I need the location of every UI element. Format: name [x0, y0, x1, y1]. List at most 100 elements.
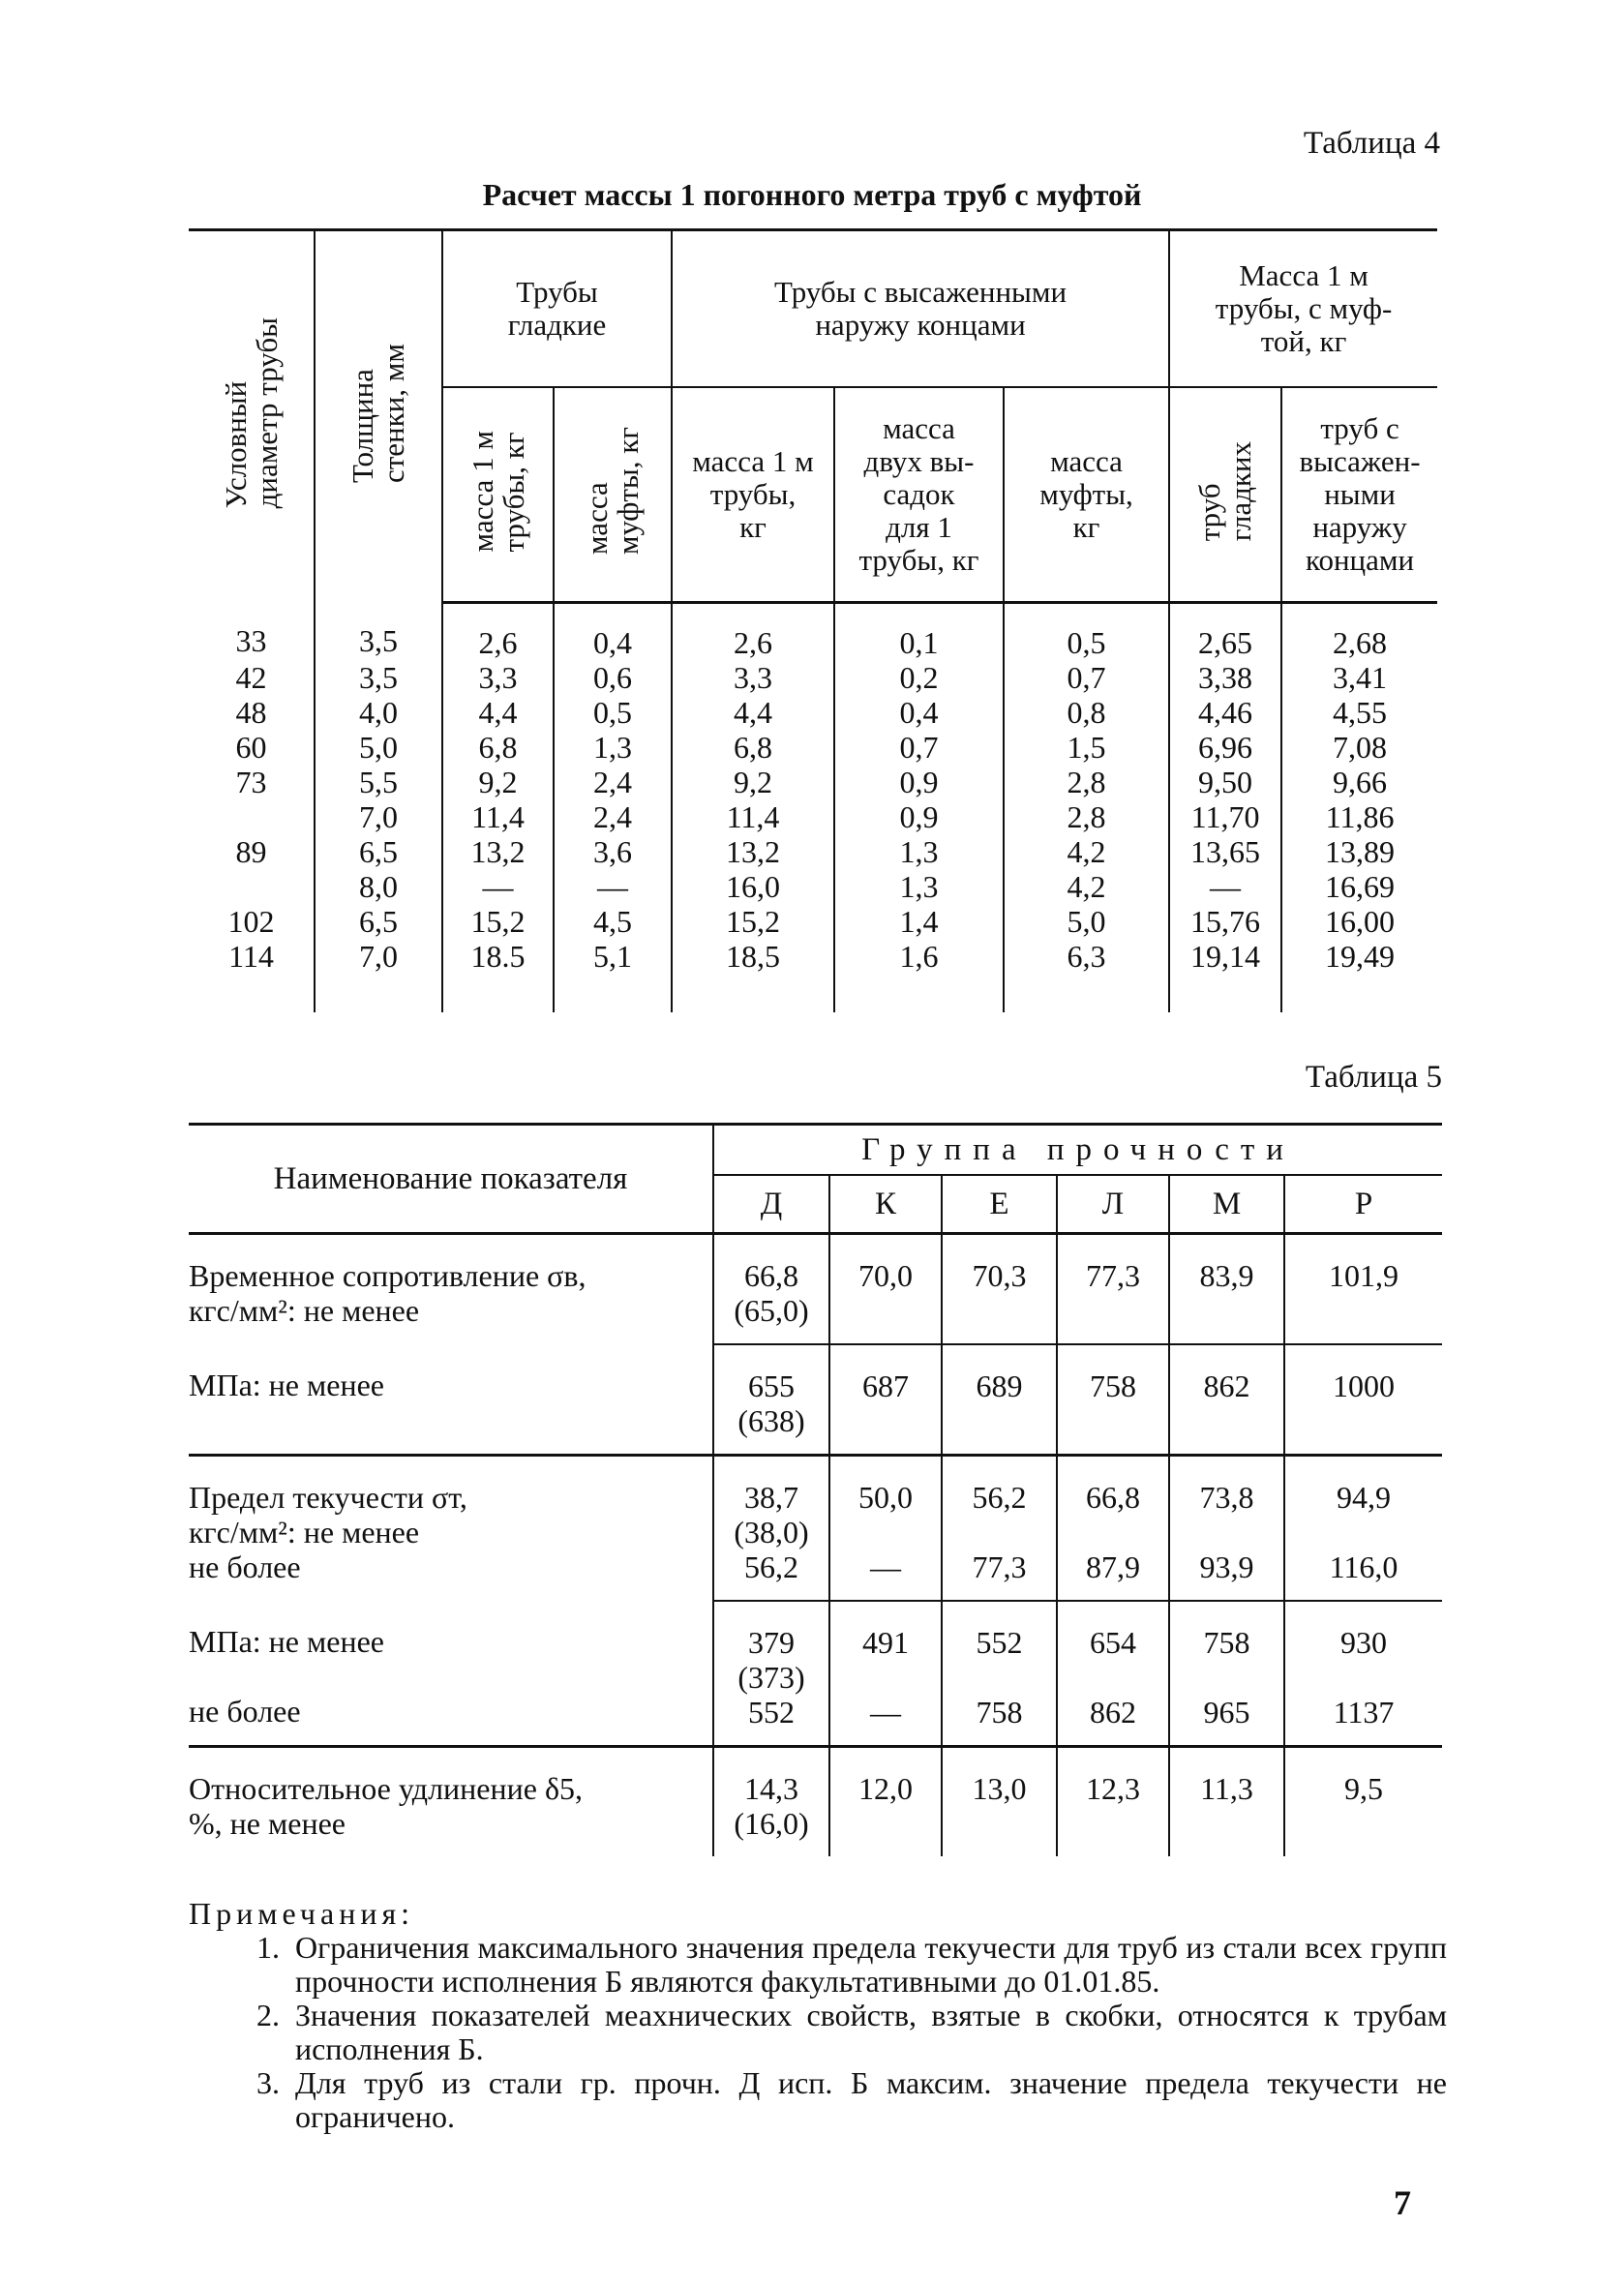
- table-cell: 70,3: [941, 1233, 1057, 1345]
- table-cell: 3,5: [314, 659, 442, 695]
- table-cell: 689: [941, 1344, 1057, 1457]
- row-label: Предел текучести σт, кгс/мм²: не менее н…: [189, 1480, 467, 1584]
- row-label: МПа: не менее не более: [189, 1601, 713, 1748]
- header-total-group: Масса 1 м трубы, с муф- той, кг: [1168, 229, 1438, 388]
- table-cell: 56,2 77,3: [941, 1455, 1057, 1602]
- row-label: Относительное удлинение δ5, %, не менее: [189, 1771, 584, 1841]
- table-cell: 48: [235, 694, 267, 730]
- table-cell: 0,2: [833, 659, 1004, 695]
- table-cell: 3,5: [314, 602, 442, 660]
- table-cell: 11,86: [1280, 798, 1438, 834]
- table-cell: 70,0: [828, 1233, 942, 1345]
- table-cell: [189, 869, 315, 904]
- table-cell: 1,5: [1002, 729, 1170, 765]
- table-row: Предел текучести σт, кгс/мм²: не менее н…: [189, 1455, 1443, 1602]
- table-cell: 9,2: [671, 764, 834, 799]
- table-cell: 16,00: [1280, 903, 1438, 939]
- table-cell: 5,0: [1002, 903, 1170, 939]
- table-cell: 0,4: [553, 602, 672, 660]
- table-cell: 11,4: [441, 798, 554, 834]
- table-cell: 3,38: [1168, 659, 1282, 695]
- table-cell: 114: [228, 938, 274, 974]
- table-cell: 758 965: [1168, 1601, 1284, 1748]
- table-row: 7,0 11,4 2,4 11,4 0,9 2,8 11,70 11,86: [189, 798, 1438, 834]
- table-cell: 0,5: [1002, 602, 1170, 660]
- table-cell: 18,5: [671, 938, 834, 1012]
- table-cell: 4,5: [553, 903, 672, 939]
- table-cell: —: [553, 868, 672, 904]
- table-cell: 9,5: [1282, 1746, 1443, 1856]
- table-cell: 13,2: [671, 833, 834, 869]
- group-header: Е: [941, 1175, 1057, 1235]
- header-upset-two: масса двух вы- садок для 1 трубы, кг: [833, 387, 1004, 604]
- group-header: К: [828, 1175, 942, 1235]
- table-row: 73 5,5 9,2 2,4 9,2 0,9 2,8 9,50 9,66: [189, 764, 1438, 799]
- table-cell: 12,0: [828, 1746, 942, 1856]
- table-cell: 0,7: [1002, 659, 1170, 695]
- page-number: 7: [1394, 2183, 1411, 2222]
- table-cell: 73,8 93,9: [1168, 1455, 1284, 1602]
- table-cell: 4,0: [314, 694, 442, 730]
- table-cell: 13,65: [1168, 833, 1282, 869]
- table-cell: 0,6: [553, 659, 672, 695]
- header-wall: Толщина стенки, мм: [314, 229, 442, 602]
- table-cell: 1,4: [833, 903, 1004, 939]
- table-cell: 102: [227, 903, 275, 939]
- table-cell: 15,2: [441, 903, 554, 939]
- table-row: 60 5,0 6,8 1,3 6,8 0,7 1,5 6,96 7,08: [189, 729, 1438, 765]
- note-text: Значения показателей меахнических свойст…: [295, 1998, 1447, 2066]
- table-cell: 42: [235, 659, 267, 695]
- table-row: 33 3,5 2,6 0,4 2,6 0,1 0,5 2,65 2,68: [189, 602, 1438, 660]
- table-cell: 4,46: [1168, 694, 1282, 730]
- table-cell: 2,65: [1168, 602, 1282, 660]
- note-item: 2. Значения показателей меахнических свой…: [256, 1999, 1447, 2066]
- row-label: Временное сопротивление σв, кгс/мм²: не …: [189, 1258, 586, 1328]
- table-cell: 5,1: [553, 938, 672, 1012]
- table-cell: 6,96: [1168, 729, 1282, 765]
- table-cell: —: [1168, 868, 1282, 904]
- table-cell: 1,3: [833, 868, 1004, 904]
- table-cell: 11,70: [1168, 798, 1282, 834]
- table-cell: 862: [1168, 1344, 1284, 1457]
- table-cell: 50,0 —: [828, 1455, 942, 1602]
- table-cell: —: [441, 868, 554, 904]
- table-cell: 4,55: [1280, 694, 1438, 730]
- table-cell: 0,1: [833, 602, 1004, 660]
- note-text: Ограничения максимального значения преде…: [295, 1930, 1447, 1999]
- table-cell: 101,9: [1282, 1233, 1443, 1345]
- table-row: 48 4,0 4,4 0,5 4,4 0,4 0,8 4,46 4,55: [189, 694, 1438, 730]
- table-cell: 9,2: [441, 764, 554, 799]
- table-cell: 33: [235, 623, 267, 658]
- table-cell: 12,3: [1056, 1746, 1169, 1856]
- table-cell: 758: [1056, 1344, 1169, 1457]
- table-cell: 491 —: [828, 1601, 942, 1748]
- table-cell: 9,66: [1280, 764, 1438, 799]
- header-smooth-coupling: масса муфты, кг: [553, 387, 672, 604]
- table-cell: 930 1137: [1282, 1601, 1443, 1748]
- table-cell: 2,68: [1280, 602, 1438, 660]
- table-cell: 14,3 (16,0): [712, 1746, 829, 1856]
- notes: Примечания: 1. Ограничения максимального …: [189, 1897, 1447, 2134]
- table-row: 114 7,0 18.5 5,1 18,5 1,6 6,3 19,14 19,49: [189, 938, 1438, 1012]
- table-cell: 1000: [1282, 1344, 1443, 1457]
- table5-label: Таблица 5: [1305, 1060, 1442, 1095]
- table-cell: 66,8 (65,0): [712, 1233, 829, 1345]
- table-cell: 89: [235, 833, 267, 869]
- table-row: МПа: не менее не более 379 (373) 552 491 —…: [189, 1601, 1443, 1748]
- header-upset-group: Трубы с высаженными наружу концами: [670, 229, 1170, 388]
- table-row: 89 6,5 13,2 3,6 13,2 1,3 4,2 13,65 13,89: [189, 833, 1438, 869]
- note-number: 2.: [256, 1998, 280, 2032]
- group-header: Д: [712, 1175, 829, 1235]
- table-cell: 16,0: [671, 868, 834, 904]
- table-cell: 655 (638): [712, 1344, 829, 1457]
- table-cell: 15,76: [1168, 903, 1282, 939]
- header-upset-mass: масса 1 м трубы, кг: [671, 387, 834, 604]
- table-cell: 7,0: [314, 938, 442, 1012]
- table-cell: 2,4: [553, 798, 672, 834]
- table-cell: 6,5: [314, 833, 442, 869]
- table5: Наименование показателя Группа прочности…: [189, 1123, 1443, 1856]
- table-cell: 94,9 116,0: [1282, 1455, 1443, 1602]
- table-cell: 379 (373) 552: [712, 1601, 829, 1748]
- note-item: 3. Для труб из стали гр. прочн. Д исп. Б …: [256, 2066, 1447, 2134]
- group-header: М: [1168, 1175, 1284, 1235]
